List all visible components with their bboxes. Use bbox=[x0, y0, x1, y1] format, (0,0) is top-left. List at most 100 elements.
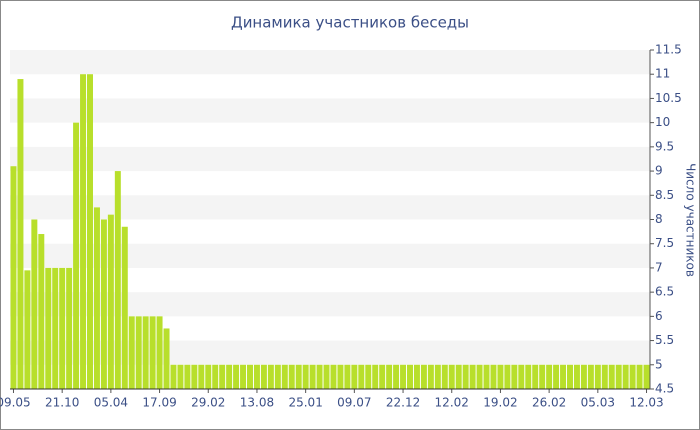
grid-band bbox=[10, 50, 650, 75]
bar bbox=[553, 364, 560, 389]
bar bbox=[135, 316, 142, 389]
bar bbox=[560, 364, 567, 389]
bar bbox=[87, 74, 93, 389]
bar bbox=[260, 364, 267, 389]
bar bbox=[358, 364, 365, 389]
bar bbox=[288, 364, 295, 389]
x-tick-label: 21.10 bbox=[45, 396, 79, 410]
bar bbox=[205, 364, 212, 389]
bar bbox=[330, 364, 337, 389]
bar bbox=[643, 364, 650, 389]
bar bbox=[546, 364, 553, 389]
y-tick-label: 8.5 bbox=[655, 188, 674, 202]
y-tick-label: 6.5 bbox=[655, 285, 674, 299]
x-tick-label: 12.03 bbox=[629, 396, 663, 410]
bar bbox=[476, 364, 483, 389]
bar bbox=[608, 364, 615, 389]
bar bbox=[525, 364, 532, 389]
bar bbox=[66, 267, 73, 389]
x-tick-label: 13.08 bbox=[240, 396, 274, 410]
y-tick-label: 9.5 bbox=[655, 139, 674, 153]
bar bbox=[497, 364, 504, 389]
bar bbox=[379, 364, 386, 389]
bar bbox=[226, 364, 233, 389]
bar bbox=[594, 364, 601, 389]
bar bbox=[407, 364, 413, 389]
bar bbox=[483, 364, 490, 389]
bar bbox=[580, 364, 587, 389]
bar bbox=[302, 364, 309, 389]
bar bbox=[17, 79, 24, 390]
bar bbox=[73, 122, 80, 390]
y-tick-label: 10.5 bbox=[655, 91, 682, 105]
bar bbox=[462, 364, 469, 389]
x-tick-label: 12.02 bbox=[435, 396, 469, 410]
y-tick-label: 10 bbox=[655, 115, 670, 129]
x-tick-label: 26.02 bbox=[532, 396, 566, 410]
y-tick-label: 8 bbox=[655, 212, 663, 226]
bar bbox=[351, 364, 358, 389]
bar bbox=[212, 364, 219, 389]
bar bbox=[274, 364, 281, 389]
x-tick-label: 22.12 bbox=[386, 396, 420, 410]
bar bbox=[427, 364, 434, 389]
bar bbox=[532, 364, 539, 389]
bar bbox=[191, 364, 198, 389]
y-tick-label: 5 bbox=[655, 357, 663, 371]
bar bbox=[587, 364, 594, 389]
bar bbox=[469, 364, 476, 389]
x-tick-label: 05.04 bbox=[94, 396, 128, 410]
bar bbox=[281, 364, 288, 389]
y-tick-label: 11 bbox=[655, 67, 670, 81]
y-tick-label: 7 bbox=[655, 260, 663, 274]
grid-band bbox=[10, 146, 650, 172]
bar bbox=[511, 364, 518, 389]
x-tick-label: 09.05 bbox=[0, 396, 31, 410]
bar bbox=[219, 364, 226, 389]
x-tick-label: 19.02 bbox=[483, 396, 517, 410]
bar bbox=[31, 219, 38, 389]
bar bbox=[309, 364, 316, 389]
bar bbox=[170, 364, 177, 389]
bar bbox=[386, 364, 393, 389]
y-tick-label: 7.5 bbox=[655, 236, 674, 250]
bar bbox=[622, 364, 629, 389]
bar bbox=[149, 316, 156, 389]
y-tick-label: 11.5 bbox=[655, 43, 682, 57]
bar bbox=[448, 364, 455, 389]
bar bbox=[198, 364, 205, 389]
bar bbox=[323, 364, 330, 389]
bar bbox=[80, 74, 87, 389]
y-tick-label: 6 bbox=[655, 309, 663, 323]
grid-band bbox=[10, 195, 650, 220]
bar bbox=[400, 364, 407, 389]
x-tick-label: 09.07 bbox=[337, 396, 371, 410]
x-tick-label: 05.03 bbox=[581, 396, 615, 410]
bar bbox=[121, 226, 128, 389]
bar bbox=[59, 267, 66, 389]
bar bbox=[601, 364, 608, 389]
x-tick-label: 29.02 bbox=[191, 396, 225, 410]
bar bbox=[413, 364, 420, 389]
x-tick-label: 25.01 bbox=[288, 396, 322, 410]
y-tick-label: 4.5 bbox=[655, 382, 674, 396]
bar bbox=[107, 214, 114, 389]
bar bbox=[337, 364, 344, 389]
bar bbox=[636, 364, 643, 389]
bar bbox=[490, 364, 497, 389]
bar bbox=[10, 166, 17, 389]
bar bbox=[142, 316, 149, 389]
bar bbox=[518, 364, 525, 389]
bar bbox=[316, 364, 323, 389]
bar bbox=[177, 364, 184, 389]
grid-band bbox=[10, 98, 650, 123]
bar bbox=[45, 267, 52, 389]
bar bbox=[629, 364, 636, 389]
bar bbox=[114, 171, 121, 389]
y-tick-label: 5.5 bbox=[655, 333, 674, 347]
bar bbox=[247, 364, 253, 389]
bar bbox=[93, 207, 100, 389]
bar bbox=[240, 364, 247, 389]
bar bbox=[434, 364, 441, 389]
